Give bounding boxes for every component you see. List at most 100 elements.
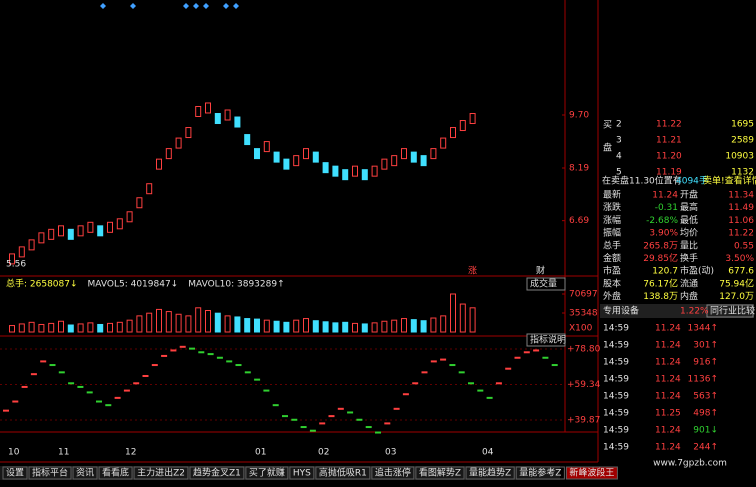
candle (381, 158, 388, 170)
stat-label: 流通 (680, 277, 698, 289)
bid-price: 11.20 (656, 152, 682, 162)
x-tick-label: 10 (8, 448, 20, 458)
stat-label: 金额 (603, 252, 621, 264)
selector[interactable]: 成交量 (530, 278, 557, 290)
oscillator-step (123, 389, 130, 392)
oscillator-step (244, 371, 251, 374)
stat-value: 11.49 (728, 203, 754, 213)
stat-label: 开盘 (680, 189, 698, 201)
trade-volume: 901↓ (693, 426, 718, 436)
stat-label: 最新 (603, 189, 621, 201)
volume-bar (244, 318, 251, 333)
volume-bar (440, 315, 447, 333)
tab[interactable]: 高抛低吸R1 (319, 467, 367, 479)
trade-price: 11.24 (655, 392, 681, 402)
trade-volume: 244↑ (693, 443, 718, 453)
side-label: 买 (603, 120, 612, 131)
oscillator-step (21, 385, 28, 388)
candle (420, 155, 427, 167)
indicator-value: MAVOL5: 4019847↓ (88, 280, 179, 290)
stat-label: 总手 (603, 239, 621, 251)
volume-bar (254, 318, 260, 333)
volume-bar (48, 322, 55, 333)
stat-label: 市盈(动) (680, 265, 714, 277)
tab[interactable]: 指标平台 (32, 467, 68, 479)
tab-box (72, 466, 98, 480)
volume-bar (77, 323, 84, 333)
oscillator-step (319, 422, 326, 425)
indicator-value: 总手: 2658087↓ (6, 278, 78, 290)
oscillator-step (114, 396, 121, 399)
help-button[interactable] (526, 333, 566, 347)
notice: 4094手 (676, 175, 708, 187)
tab[interactable]: 资讯 (76, 468, 94, 479)
candle (165, 148, 172, 160)
tab[interactable]: 买了就赚 (249, 467, 285, 479)
volume-bar (469, 307, 476, 333)
volume-selector[interactable] (526, 277, 566, 291)
tab[interactable]: 追击涨停 (375, 467, 411, 479)
candle (77, 225, 84, 237)
y-tick-label: 8.19 (569, 164, 589, 174)
trade-price: 11.24 (655, 358, 681, 368)
industry-name: 专用设备 (603, 305, 639, 317)
candle (28, 239, 35, 251)
volume-bar (146, 312, 153, 333)
tab[interactable]: 看看底 (102, 467, 129, 479)
x-tick-label: 01 (255, 448, 266, 458)
oscillator-step (300, 426, 307, 429)
tab[interactable]: 量能参考Z (519, 467, 561, 479)
stat-value: 11.24 (652, 191, 678, 201)
tab-box (289, 466, 315, 480)
tab[interactable]: HYS (293, 469, 311, 479)
volume-bar (391, 319, 398, 333)
tab[interactable]: 趋势金叉Z1 (193, 467, 241, 479)
volume-bar (273, 320, 280, 333)
volume-bar (401, 318, 407, 333)
trade-price: 11.24 (655, 375, 681, 385)
candle (185, 127, 192, 139)
tab[interactable]: 主力进出Z2 (137, 467, 185, 479)
stat-value: 11.06 (728, 216, 754, 226)
trade-price: 11.24 (655, 426, 681, 436)
volume-bar (410, 319, 417, 333)
industry-bar (600, 304, 754, 318)
volume-bar (165, 311, 172, 333)
bid-price: 11.22 (656, 120, 682, 130)
tab-box (415, 466, 465, 480)
x-tick-label: 11 (58, 448, 69, 458)
stat-label: 量比 (680, 239, 698, 251)
stat-value: 75.94亿 (719, 277, 754, 289)
oscillator-step (198, 351, 205, 354)
oscillator-step (468, 382, 474, 385)
tab[interactable]: 看图解势Z (419, 467, 461, 479)
volume-bar (136, 315, 143, 333)
oscillator-step (440, 358, 447, 361)
compare-button[interactable] (706, 304, 754, 318)
oscillator-step (151, 364, 158, 367)
candle (459, 120, 466, 132)
tab[interactable]: 设置 (6, 468, 24, 479)
stat-value: 11.34 (728, 191, 754, 201)
stat-value: 29.85亿 (643, 252, 678, 264)
candle (214, 113, 221, 125)
stat-label: 股本 (603, 277, 621, 289)
oscillator-step (68, 382, 75, 385)
volume-bar (303, 318, 309, 333)
y-tick-label: 35348 (569, 309, 598, 319)
trade-volume: 1344↑ (688, 324, 718, 334)
candle (332, 165, 339, 177)
volume-bar (381, 320, 388, 333)
oscillator-step (272, 404, 279, 407)
oscillator-step (523, 351, 530, 354)
candle (48, 228, 55, 240)
notice[interactable]: 卖单!查看详情 (703, 175, 756, 187)
compare-button[interactable]: 同行业比较 (710, 305, 755, 317)
tab[interactable]: 新峰波段王 (569, 467, 614, 479)
trade-price: 11.24 (655, 341, 681, 351)
tab[interactable]: 量能趋势Z (469, 467, 511, 479)
marker: 财 (536, 265, 545, 277)
candle (410, 151, 417, 163)
help[interactable]: 指标说明 (530, 334, 566, 346)
